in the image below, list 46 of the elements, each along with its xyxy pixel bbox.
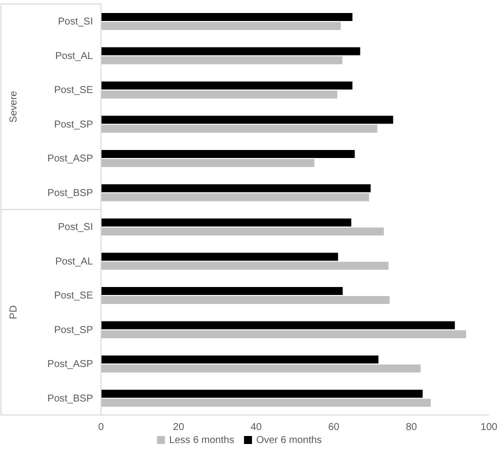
y-tick-label: Post_SE: [54, 85, 94, 96]
bar: [101, 321, 455, 330]
bar: [101, 398, 431, 407]
x-tick-label: 100: [480, 422, 498, 434]
bar: [101, 390, 423, 398]
y-tick-label: Post_BSP: [47, 188, 94, 199]
bar: [101, 90, 338, 98]
bar: [101, 252, 338, 261]
y-tick-label: Post_ASP: [47, 154, 94, 165]
text: Severe: [8, 90, 20, 123]
y-tick-label: Post_SI: [58, 16, 93, 28]
bar: [101, 218, 352, 226]
bar: [101, 56, 342, 64]
bar: [101, 150, 355, 158]
bar: [101, 330, 466, 338]
y-tick-label: Post_AL: [55, 256, 94, 268]
y-tick-label: Post_AL: [55, 50, 94, 62]
bar: [101, 193, 370, 202]
bar: [101, 364, 421, 372]
text: PD: [8, 305, 20, 320]
bar: [101, 13, 352, 21]
x-tick-label: 40: [250, 422, 262, 434]
bar: [101, 228, 384, 236]
y-tick-label: Post_SP: [54, 119, 94, 130]
bar: [101, 159, 314, 167]
x-tick-label: 60: [328, 422, 340, 434]
x-tick-label: 0: [98, 422, 104, 434]
bar: [101, 262, 389, 270]
x-tick-label: 80: [406, 422, 418, 434]
y-tick-label: Post_BSP: [47, 393, 94, 404]
bar: [101, 47, 360, 56]
bar: [101, 356, 378, 364]
bar: [101, 296, 390, 304]
legend-label: Less 6 months: [169, 435, 234, 446]
y-tick-label: Post_SI: [58, 222, 93, 234]
x-tick-label: 20: [173, 422, 185, 434]
bar: [101, 82, 352, 90]
legend-label: Over 6 months: [256, 435, 322, 446]
bar: [101, 184, 371, 192]
y-tick-label: Post_ASP: [47, 359, 94, 370]
bar: [101, 124, 378, 133]
bar: [101, 22, 341, 30]
y-tick-label: Post_SP: [54, 324, 94, 336]
y-tick-label: Post_SE: [54, 290, 94, 302]
bar: [101, 287, 343, 295]
bar: [101, 116, 394, 124]
